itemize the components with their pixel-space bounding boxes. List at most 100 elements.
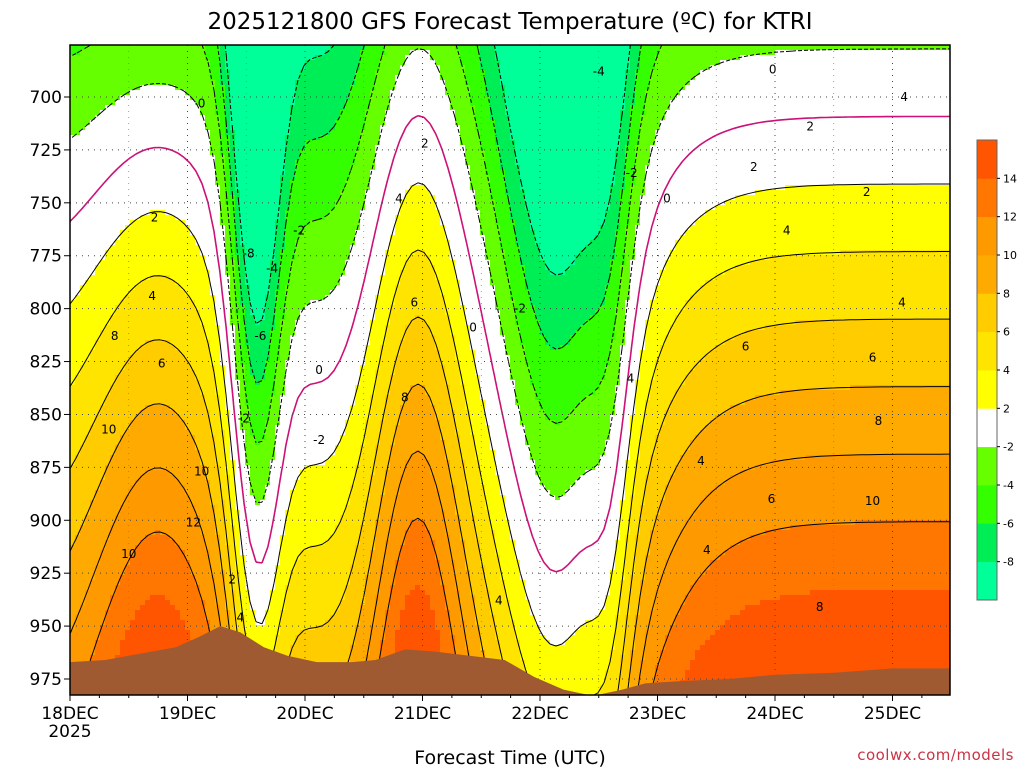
field-cell xyxy=(850,140,856,146)
field-cell xyxy=(915,105,921,111)
field-cell xyxy=(675,135,681,141)
field-cell xyxy=(380,60,386,66)
field-cell xyxy=(305,55,311,61)
field-cell xyxy=(880,110,886,116)
field-cell xyxy=(290,75,296,81)
field-cell xyxy=(920,65,926,71)
field-cell xyxy=(455,50,461,56)
field-cell xyxy=(935,135,941,141)
field-cell xyxy=(730,90,736,96)
field-cell xyxy=(440,165,446,171)
field-cell xyxy=(265,125,271,131)
field-cell xyxy=(560,175,566,181)
field-cell xyxy=(860,150,866,156)
field-cell xyxy=(845,145,851,151)
field-cell xyxy=(550,175,556,181)
field-cell xyxy=(150,60,156,66)
field-cell xyxy=(350,70,356,76)
field-cell xyxy=(790,65,796,71)
field-cell xyxy=(660,55,666,61)
field-cell xyxy=(825,140,831,146)
field-cell xyxy=(395,130,401,136)
field-cell xyxy=(435,120,441,126)
field-cell xyxy=(85,55,91,61)
field-cell xyxy=(750,175,756,181)
field-cell xyxy=(140,160,146,166)
field-cell xyxy=(280,90,286,96)
field-cell xyxy=(195,165,201,171)
field-cell xyxy=(835,65,841,71)
field-cell xyxy=(115,65,121,71)
field-cell xyxy=(285,180,291,186)
field-cell xyxy=(305,185,311,191)
field-cell xyxy=(215,95,221,101)
field-cell xyxy=(510,105,516,111)
field-cell xyxy=(70,115,76,121)
field-cell xyxy=(390,175,396,181)
field-cell xyxy=(685,180,691,186)
field-cell xyxy=(480,80,486,86)
field-cell xyxy=(755,80,761,86)
field-cell xyxy=(670,125,676,131)
field-cell xyxy=(940,150,946,156)
field-cell xyxy=(740,90,746,96)
field-cell xyxy=(735,85,741,91)
field-cell xyxy=(220,90,226,96)
field-cell xyxy=(240,185,246,191)
field-cell xyxy=(315,105,321,111)
field-cell xyxy=(535,60,541,66)
field-cell xyxy=(285,85,291,91)
field-cell xyxy=(635,95,641,101)
field-cell xyxy=(650,90,656,96)
field-cell xyxy=(230,90,236,96)
field-cell xyxy=(685,115,691,121)
field-cell xyxy=(585,165,591,171)
field-cell xyxy=(420,65,426,71)
field-cell xyxy=(210,55,216,61)
field-cell xyxy=(100,95,106,101)
field-cell xyxy=(295,100,301,106)
field-cell xyxy=(675,155,681,161)
field-cell xyxy=(670,95,676,101)
field-cell xyxy=(150,150,156,156)
field-cell xyxy=(390,170,396,176)
field-cell xyxy=(265,155,271,161)
field-cell xyxy=(770,75,776,81)
field-cell xyxy=(255,140,261,146)
field-cell xyxy=(495,125,501,131)
field-cell xyxy=(560,165,566,171)
field-cell xyxy=(870,65,876,71)
field-cell xyxy=(860,145,866,151)
field-cell xyxy=(785,130,791,136)
field-cell xyxy=(805,75,811,81)
field-cell xyxy=(220,95,226,101)
field-cell xyxy=(320,170,326,176)
field-cell xyxy=(680,70,686,76)
field-cell xyxy=(595,140,601,146)
field-cell xyxy=(120,55,126,61)
field-cell xyxy=(690,95,696,101)
field-cell xyxy=(720,135,726,141)
field-cell xyxy=(535,65,541,71)
field-cell xyxy=(670,75,676,81)
field-cell xyxy=(395,55,401,61)
field-cell xyxy=(300,110,306,116)
field-cell xyxy=(745,115,751,121)
field-cell xyxy=(160,110,166,116)
field-cell xyxy=(515,175,521,181)
field-cell xyxy=(340,150,346,156)
field-cell xyxy=(490,50,496,56)
field-cell xyxy=(930,85,936,91)
field-cell xyxy=(925,140,931,146)
field-cell xyxy=(700,175,706,181)
field-cell xyxy=(70,110,76,116)
field-cell xyxy=(700,125,706,131)
field-cell xyxy=(525,45,531,51)
field-cell xyxy=(250,185,256,191)
field-cell xyxy=(900,155,906,161)
field-cell xyxy=(245,185,251,191)
field-cell xyxy=(780,100,786,106)
field-cell xyxy=(925,50,931,56)
field-cell xyxy=(850,75,856,81)
field-cell xyxy=(200,130,206,136)
